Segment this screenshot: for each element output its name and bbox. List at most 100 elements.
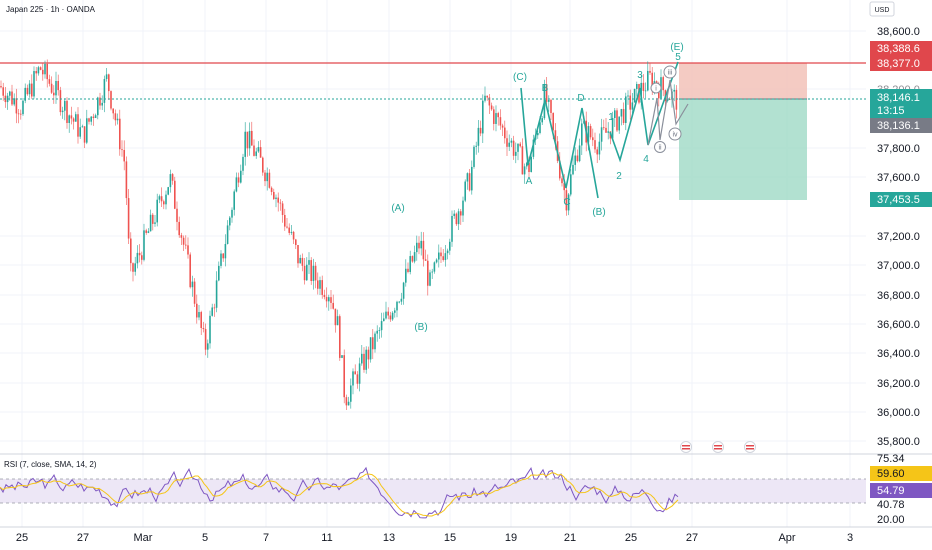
candle-body [154, 222, 156, 224]
candle-body [649, 70, 651, 73]
candle-body [471, 166, 473, 191]
candle-body [422, 240, 425, 260]
candle-body [83, 126, 86, 143]
candle-body [321, 280, 323, 295]
candle-body [229, 217, 231, 226]
time-tick-label: Apr [778, 532, 795, 544]
candle-body [220, 253, 222, 266]
candle-body [20, 113, 22, 115]
price-tick-label: 35,800.0 [877, 436, 920, 448]
candle-body [435, 259, 438, 263]
time-tick-label: 21 [564, 532, 576, 544]
candle-body [178, 221, 180, 236]
time-tick-label: 7 [263, 532, 269, 544]
candle-body [116, 118, 119, 121]
candle-body [416, 242, 418, 253]
candle-body [330, 297, 332, 303]
flag-icon [680, 441, 692, 453]
candle-body [675, 89, 678, 110]
wave-label: 3 [637, 70, 643, 81]
candle-body [433, 262, 436, 272]
candle-body [48, 79, 51, 84]
candle-body [517, 143, 519, 152]
candle-body [94, 115, 97, 119]
wave-label: A [526, 176, 533, 187]
candle-body [13, 98, 15, 105]
candle-body [103, 79, 106, 103]
candle-body [347, 401, 350, 406]
candle-body [189, 254, 191, 288]
wave-label: (C) [513, 72, 527, 83]
candle-body [259, 147, 262, 158]
target-badge: 37,453.5 [877, 194, 920, 206]
candle-body [156, 199, 158, 223]
candle-body [495, 113, 497, 124]
candle-body [339, 316, 341, 358]
candle-body [108, 74, 110, 92]
candle-body [279, 202, 282, 204]
candle-body [468, 173, 471, 191]
candle-body [343, 355, 345, 398]
subwave-path [647, 79, 689, 146]
candle-body [292, 231, 295, 240]
time-tick-label: 13 [383, 532, 395, 544]
candle-body [532, 139, 535, 157]
candle-body [310, 260, 312, 282]
rsi-title: RSI (7, close, SMA, 14, 2) [4, 460, 97, 469]
candle-body [28, 83, 31, 95]
price-tick-label: 37,800.0 [877, 143, 920, 155]
candle-body [519, 143, 521, 147]
candle-body [658, 87, 660, 99]
candle-body [237, 177, 240, 183]
candle-body [594, 140, 596, 150]
candle-body [264, 172, 266, 182]
candle-body [367, 349, 370, 360]
candle-body [325, 297, 328, 302]
candle-body [288, 227, 290, 233]
candle-body [257, 147, 260, 152]
candle-body [429, 272, 431, 286]
candle-body [350, 385, 352, 402]
wave-label: 1 [608, 112, 614, 123]
time-tick-label: 25 [625, 532, 637, 544]
candle-body [235, 177, 238, 192]
candle-body [147, 231, 150, 233]
rsi-panel: RSI (7, close, SMA, 14, 2) 75.34 59.60 5… [0, 453, 932, 526]
grid [0, 0, 866, 527]
candle-body [174, 180, 176, 209]
candle-body [418, 242, 420, 249]
candle-body [673, 89, 675, 92]
wave-label: 2 [616, 171, 622, 182]
candle-body [145, 230, 147, 233]
candle-body [482, 100, 484, 134]
candle-body [55, 80, 57, 96]
candle-body [308, 260, 310, 265]
candle-body [202, 327, 205, 330]
candle-body [616, 110, 618, 131]
candle-body [134, 263, 136, 272]
time-tick-label: 27 [77, 532, 89, 544]
candle-body [662, 77, 664, 91]
resistance-badge: 38,377.0 [877, 58, 920, 70]
candle-body [101, 102, 103, 106]
candle-body [193, 281, 196, 304]
candle-body [396, 301, 398, 311]
candle-body [268, 172, 271, 188]
wave-label: B [542, 83, 549, 94]
candle-body [611, 118, 614, 139]
candle-body [596, 149, 598, 155]
candle-body [466, 173, 469, 182]
candle-body [464, 181, 466, 201]
candle-body [165, 194, 167, 205]
candle-body [457, 211, 460, 225]
candle-body [125, 161, 128, 199]
candle-body [486, 95, 488, 98]
candle-body [550, 99, 552, 113]
candle-body [391, 312, 394, 320]
candle-body [523, 166, 526, 175]
candle-body [508, 142, 510, 147]
candle-body [589, 126, 592, 138]
candle-body [497, 113, 499, 118]
candle-body [31, 83, 33, 97]
